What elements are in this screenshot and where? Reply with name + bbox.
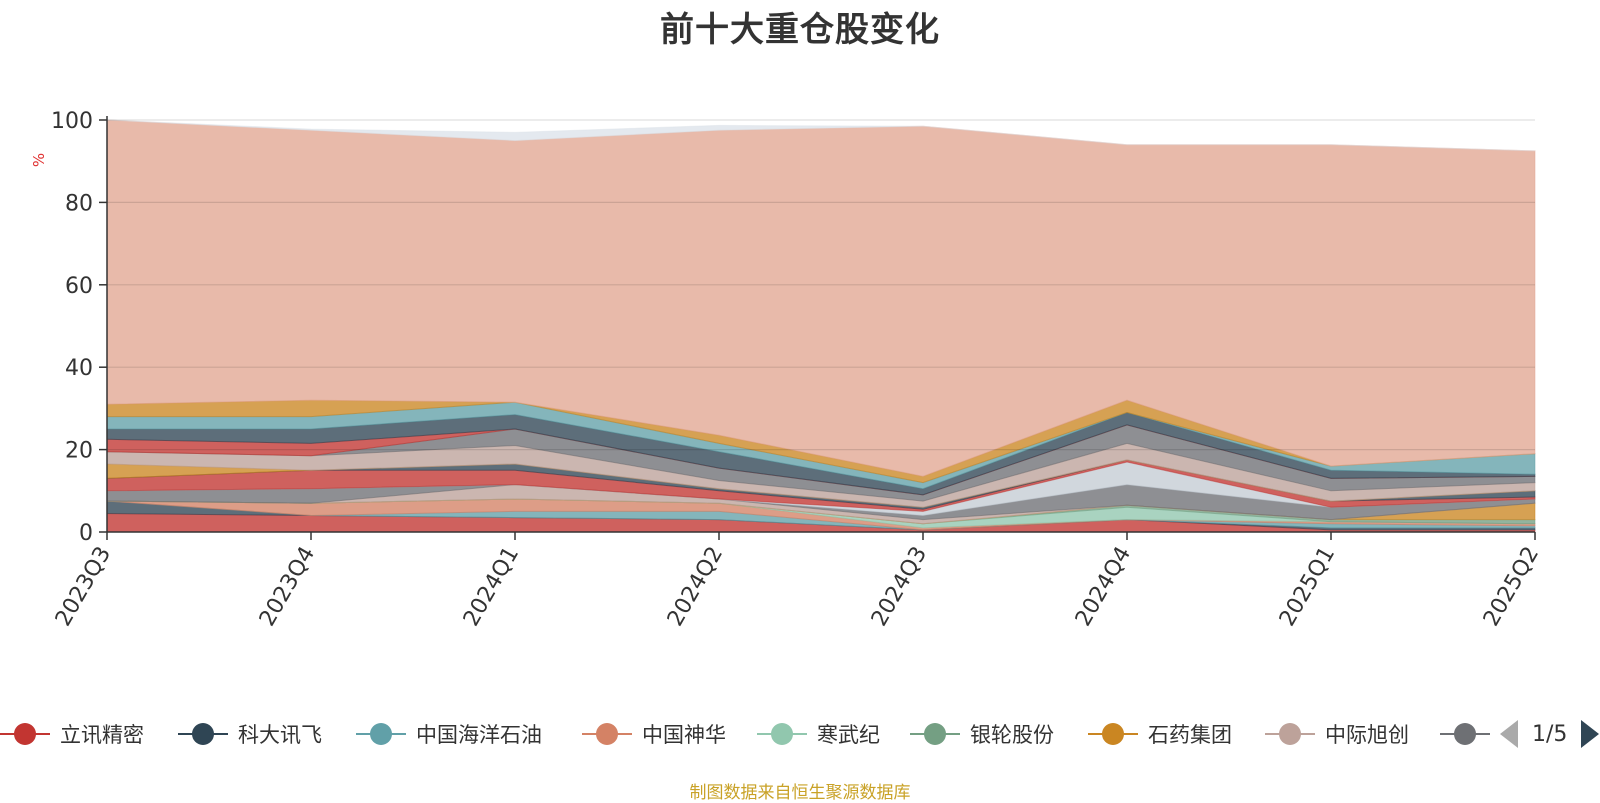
y-axis-label: % bbox=[30, 153, 48, 167]
x-tick-label: 2024Q1 bbox=[459, 543, 524, 631]
y-tick-label: 0 bbox=[79, 521, 93, 546]
y-tick-label: 100 bbox=[51, 109, 93, 134]
legend-label: 科大讯飞 bbox=[238, 723, 322, 747]
legend-label: 中国海洋石油 bbox=[416, 723, 542, 747]
legend-item[interactable]: 石药集团 bbox=[1088, 716, 1232, 752]
legend-item[interactable]: 中国神华 bbox=[582, 716, 726, 752]
legend-item[interactable]: 中际旭创 bbox=[1265, 716, 1409, 752]
x-tick-label: 2024Q3 bbox=[867, 543, 932, 631]
legend-item[interactable] bbox=[1440, 716, 1500, 752]
y-tick-label: 60 bbox=[65, 274, 93, 299]
legend-marker-icon bbox=[1440, 716, 1490, 752]
legend-item[interactable]: 立讯精密 bbox=[0, 716, 144, 752]
legend-marker-icon bbox=[1088, 716, 1138, 752]
legend-prev-page-icon[interactable] bbox=[1500, 720, 1518, 748]
legend-pager: 1/5 bbox=[1500, 716, 1600, 752]
x-tick-label: 2025Q2 bbox=[1479, 543, 1544, 631]
y-tick-labels: 0 20 40 60 80 100 bbox=[51, 109, 93, 546]
x-tick-label: 2023Q3 bbox=[51, 543, 116, 631]
x-tick-label: 2023Q4 bbox=[255, 543, 320, 631]
series-areas bbox=[106, 119, 1536, 533]
legend-page-indicator: 1/5 bbox=[1532, 721, 1568, 747]
legend-marker-icon bbox=[1265, 716, 1315, 752]
data-source-note: 制图数据来自恒生聚源数据库 bbox=[689, 783, 911, 803]
legend-marker-icon bbox=[757, 716, 807, 752]
axes bbox=[99, 116, 1536, 540]
x-tick-label: 2024Q4 bbox=[1071, 543, 1136, 631]
chart-title: 前十大重仓股变化 bbox=[660, 10, 940, 50]
legend-marker-icon bbox=[910, 716, 960, 752]
y-tick-label: 40 bbox=[65, 356, 93, 381]
legend-marker-icon bbox=[356, 716, 406, 752]
legend-item[interactable]: 银轮股份 bbox=[910, 716, 1054, 752]
legend-marker-icon bbox=[178, 716, 228, 752]
area-series-20 bbox=[106, 119, 1536, 152]
legend: 立讯精密 科大讯飞 中国海洋石油 中国神华 寒武纪 银轮股份 石药集团 中际旭创 bbox=[0, 716, 1600, 752]
y-tick-label: 20 bbox=[65, 439, 93, 464]
legend-item[interactable]: 科大讯飞 bbox=[178, 716, 322, 752]
legend-label: 立讯精密 bbox=[60, 723, 144, 747]
legend-marker-icon bbox=[582, 716, 632, 752]
grid-lines bbox=[107, 119, 1535, 451]
legend-marker-icon bbox=[0, 716, 50, 752]
x-tick-label: 2025Q1 bbox=[1275, 543, 1340, 631]
legend-label: 银轮股份 bbox=[970, 723, 1054, 747]
legend-item[interactable]: 寒武纪 bbox=[757, 716, 880, 752]
legend-next-page-icon[interactable] bbox=[1581, 720, 1600, 748]
legend-label: 石药集团 bbox=[1148, 723, 1232, 747]
y-tick-label: 80 bbox=[65, 191, 93, 216]
legend-label: 中际旭创 bbox=[1325, 723, 1409, 747]
legend-label: 中国神华 bbox=[642, 723, 726, 747]
legend-item[interactable]: 中国海洋石油 bbox=[356, 716, 542, 752]
x-tick-labels: 2023Q3 2023Q4 2024Q1 2024Q2 2024Q3 2024Q4 2025… bbox=[51, 543, 1544, 631]
x-tick-label: 2024Q2 bbox=[663, 543, 728, 631]
legend-label: 寒武纪 bbox=[817, 723, 880, 747]
